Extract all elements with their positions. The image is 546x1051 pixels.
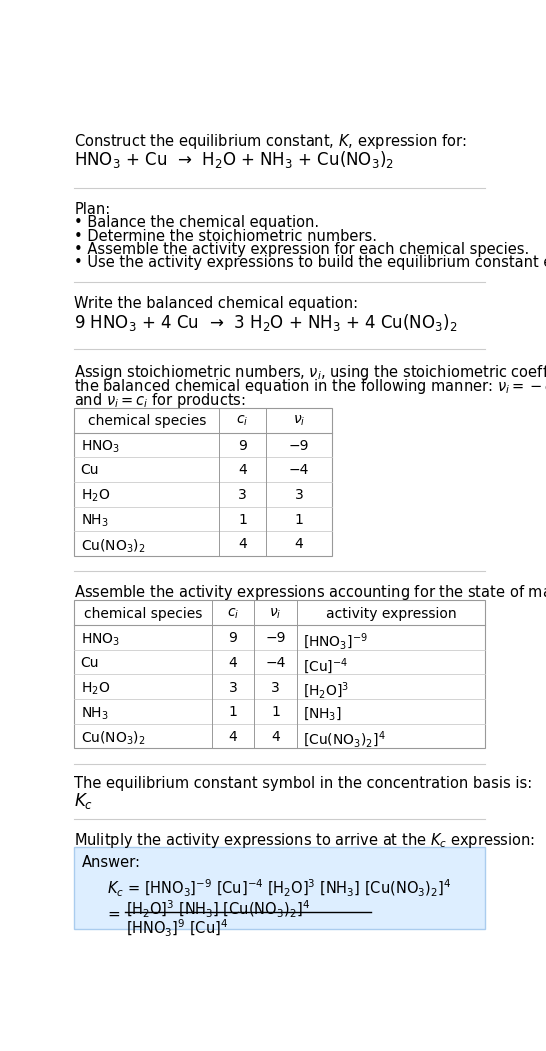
Text: [HNO$_3$]$^{-9}$: [HNO$_3$]$^{-9}$ xyxy=(303,632,368,652)
Text: $c_i$: $c_i$ xyxy=(236,414,249,429)
Text: Cu: Cu xyxy=(81,463,99,477)
Text: 3: 3 xyxy=(238,488,247,502)
Text: Construct the equilibrium constant, $K$, expression for:: Construct the equilibrium constant, $K$,… xyxy=(74,132,467,151)
Text: The equilibrium constant symbol in the concentration basis is:: The equilibrium constant symbol in the c… xyxy=(74,776,533,791)
Text: H$_2$O: H$_2$O xyxy=(81,680,110,697)
Text: Cu(NO$_3$)$_2$: Cu(NO$_3$)$_2$ xyxy=(81,729,145,747)
Text: the balanced chemical equation in the following manner: $\nu_i = -c_i$ for react: the balanced chemical equation in the fo… xyxy=(74,377,546,396)
Text: • Assemble the activity expression for each chemical species.: • Assemble the activity expression for e… xyxy=(74,242,530,256)
Text: [H$_2$O]$^3$: [H$_2$O]$^3$ xyxy=(303,680,349,701)
Text: HNO$_3$: HNO$_3$ xyxy=(81,438,120,455)
Text: 4: 4 xyxy=(238,537,247,552)
Text: $K_c$: $K_c$ xyxy=(74,791,93,811)
Text: 9: 9 xyxy=(228,632,238,645)
Text: 9: 9 xyxy=(238,438,247,453)
FancyBboxPatch shape xyxy=(74,408,332,556)
Text: Cu(NO$_3$)$_2$: Cu(NO$_3$)$_2$ xyxy=(81,537,145,555)
Text: Answer:: Answer: xyxy=(82,854,141,869)
Text: 9 HNO$_3$ + 4 Cu  →  3 H$_2$O + NH$_3$ + 4 Cu(NO$_3$)$_2$: 9 HNO$_3$ + 4 Cu → 3 H$_2$O + NH$_3$ + 4… xyxy=(74,312,458,333)
FancyBboxPatch shape xyxy=(74,600,485,748)
Text: Plan:: Plan: xyxy=(74,202,111,217)
Text: $K_c$ = [HNO$_3$]$^{-9}$ [Cu]$^{-4}$ [H$_2$O]$^3$ [NH$_3$] [Cu(NO$_3$)$_2$]$^4$: $K_c$ = [HNO$_3$]$^{-9}$ [Cu]$^{-4}$ [H$… xyxy=(107,878,452,899)
Text: • Determine the stoichiometric numbers.: • Determine the stoichiometric numbers. xyxy=(74,228,377,244)
Text: Assemble the activity expressions accounting for the state of matter and $\nu_i$: Assemble the activity expressions accoun… xyxy=(74,583,546,602)
Text: 1: 1 xyxy=(228,705,238,719)
Text: [NH$_3$]: [NH$_3$] xyxy=(303,705,342,722)
Text: HNO$_3$: HNO$_3$ xyxy=(81,632,120,647)
Text: [HNO$_3$]$^9$ [Cu]$^4$: [HNO$_3$]$^9$ [Cu]$^4$ xyxy=(126,918,229,939)
Text: [H$_2$O]$^3$ [NH$_3$] [Cu(NO$_3$)$_2$]$^4$: [H$_2$O]$^3$ [NH$_3$] [Cu(NO$_3$)$_2$]$^… xyxy=(126,900,310,921)
Text: activity expression: activity expression xyxy=(326,606,456,620)
Text: −9: −9 xyxy=(265,632,286,645)
Text: • Balance the chemical equation.: • Balance the chemical equation. xyxy=(74,215,319,230)
Text: 3: 3 xyxy=(294,488,303,502)
Text: −4: −4 xyxy=(289,463,309,477)
Text: 3: 3 xyxy=(229,680,238,695)
Text: 4: 4 xyxy=(229,729,238,744)
Text: −4: −4 xyxy=(265,656,286,669)
Text: and $\nu_i = c_i$ for products:: and $\nu_i = c_i$ for products: xyxy=(74,391,246,410)
Text: 4: 4 xyxy=(294,537,303,552)
Text: 1: 1 xyxy=(271,705,280,719)
Text: 4: 4 xyxy=(271,729,280,744)
Text: −9: −9 xyxy=(289,438,309,453)
Text: 1: 1 xyxy=(294,513,303,527)
Text: HNO$_3$ + Cu  →  H$_2$O + NH$_3$ + Cu(NO$_3$)$_2$: HNO$_3$ + Cu → H$_2$O + NH$_3$ + Cu(NO$_… xyxy=(74,149,394,170)
Text: $\nu_i$: $\nu_i$ xyxy=(269,606,282,621)
Text: =: = xyxy=(107,907,120,922)
Text: Assign stoichiometric numbers, $\nu_i$, using the stoichiometric coefficients, $: Assign stoichiometric numbers, $\nu_i$, … xyxy=(74,364,546,383)
Text: 1: 1 xyxy=(238,513,247,527)
Text: $c_i$: $c_i$ xyxy=(227,606,239,621)
Text: Mulitply the activity expressions to arrive at the $K_c$ expression:: Mulitply the activity expressions to arr… xyxy=(74,831,536,850)
Text: • Use the activity expressions to build the equilibrium constant expression.: • Use the activity expressions to build … xyxy=(74,254,546,270)
Text: chemical species: chemical species xyxy=(84,606,202,620)
Text: [Cu(NO$_3$)$_2$]$^4$: [Cu(NO$_3$)$_2$]$^4$ xyxy=(303,729,385,750)
Text: chemical species: chemical species xyxy=(88,414,206,428)
Text: Cu: Cu xyxy=(81,656,99,669)
Text: NH$_3$: NH$_3$ xyxy=(81,705,109,722)
Text: 3: 3 xyxy=(271,680,280,695)
Text: Write the balanced chemical equation:: Write the balanced chemical equation: xyxy=(74,295,359,310)
Text: $\nu_i$: $\nu_i$ xyxy=(293,414,305,429)
Text: 4: 4 xyxy=(238,463,247,477)
Text: 4: 4 xyxy=(229,656,238,669)
Text: H$_2$O: H$_2$O xyxy=(81,488,110,504)
Text: NH$_3$: NH$_3$ xyxy=(81,513,109,529)
FancyBboxPatch shape xyxy=(74,847,485,929)
Text: [Cu]$^{-4}$: [Cu]$^{-4}$ xyxy=(303,656,348,676)
